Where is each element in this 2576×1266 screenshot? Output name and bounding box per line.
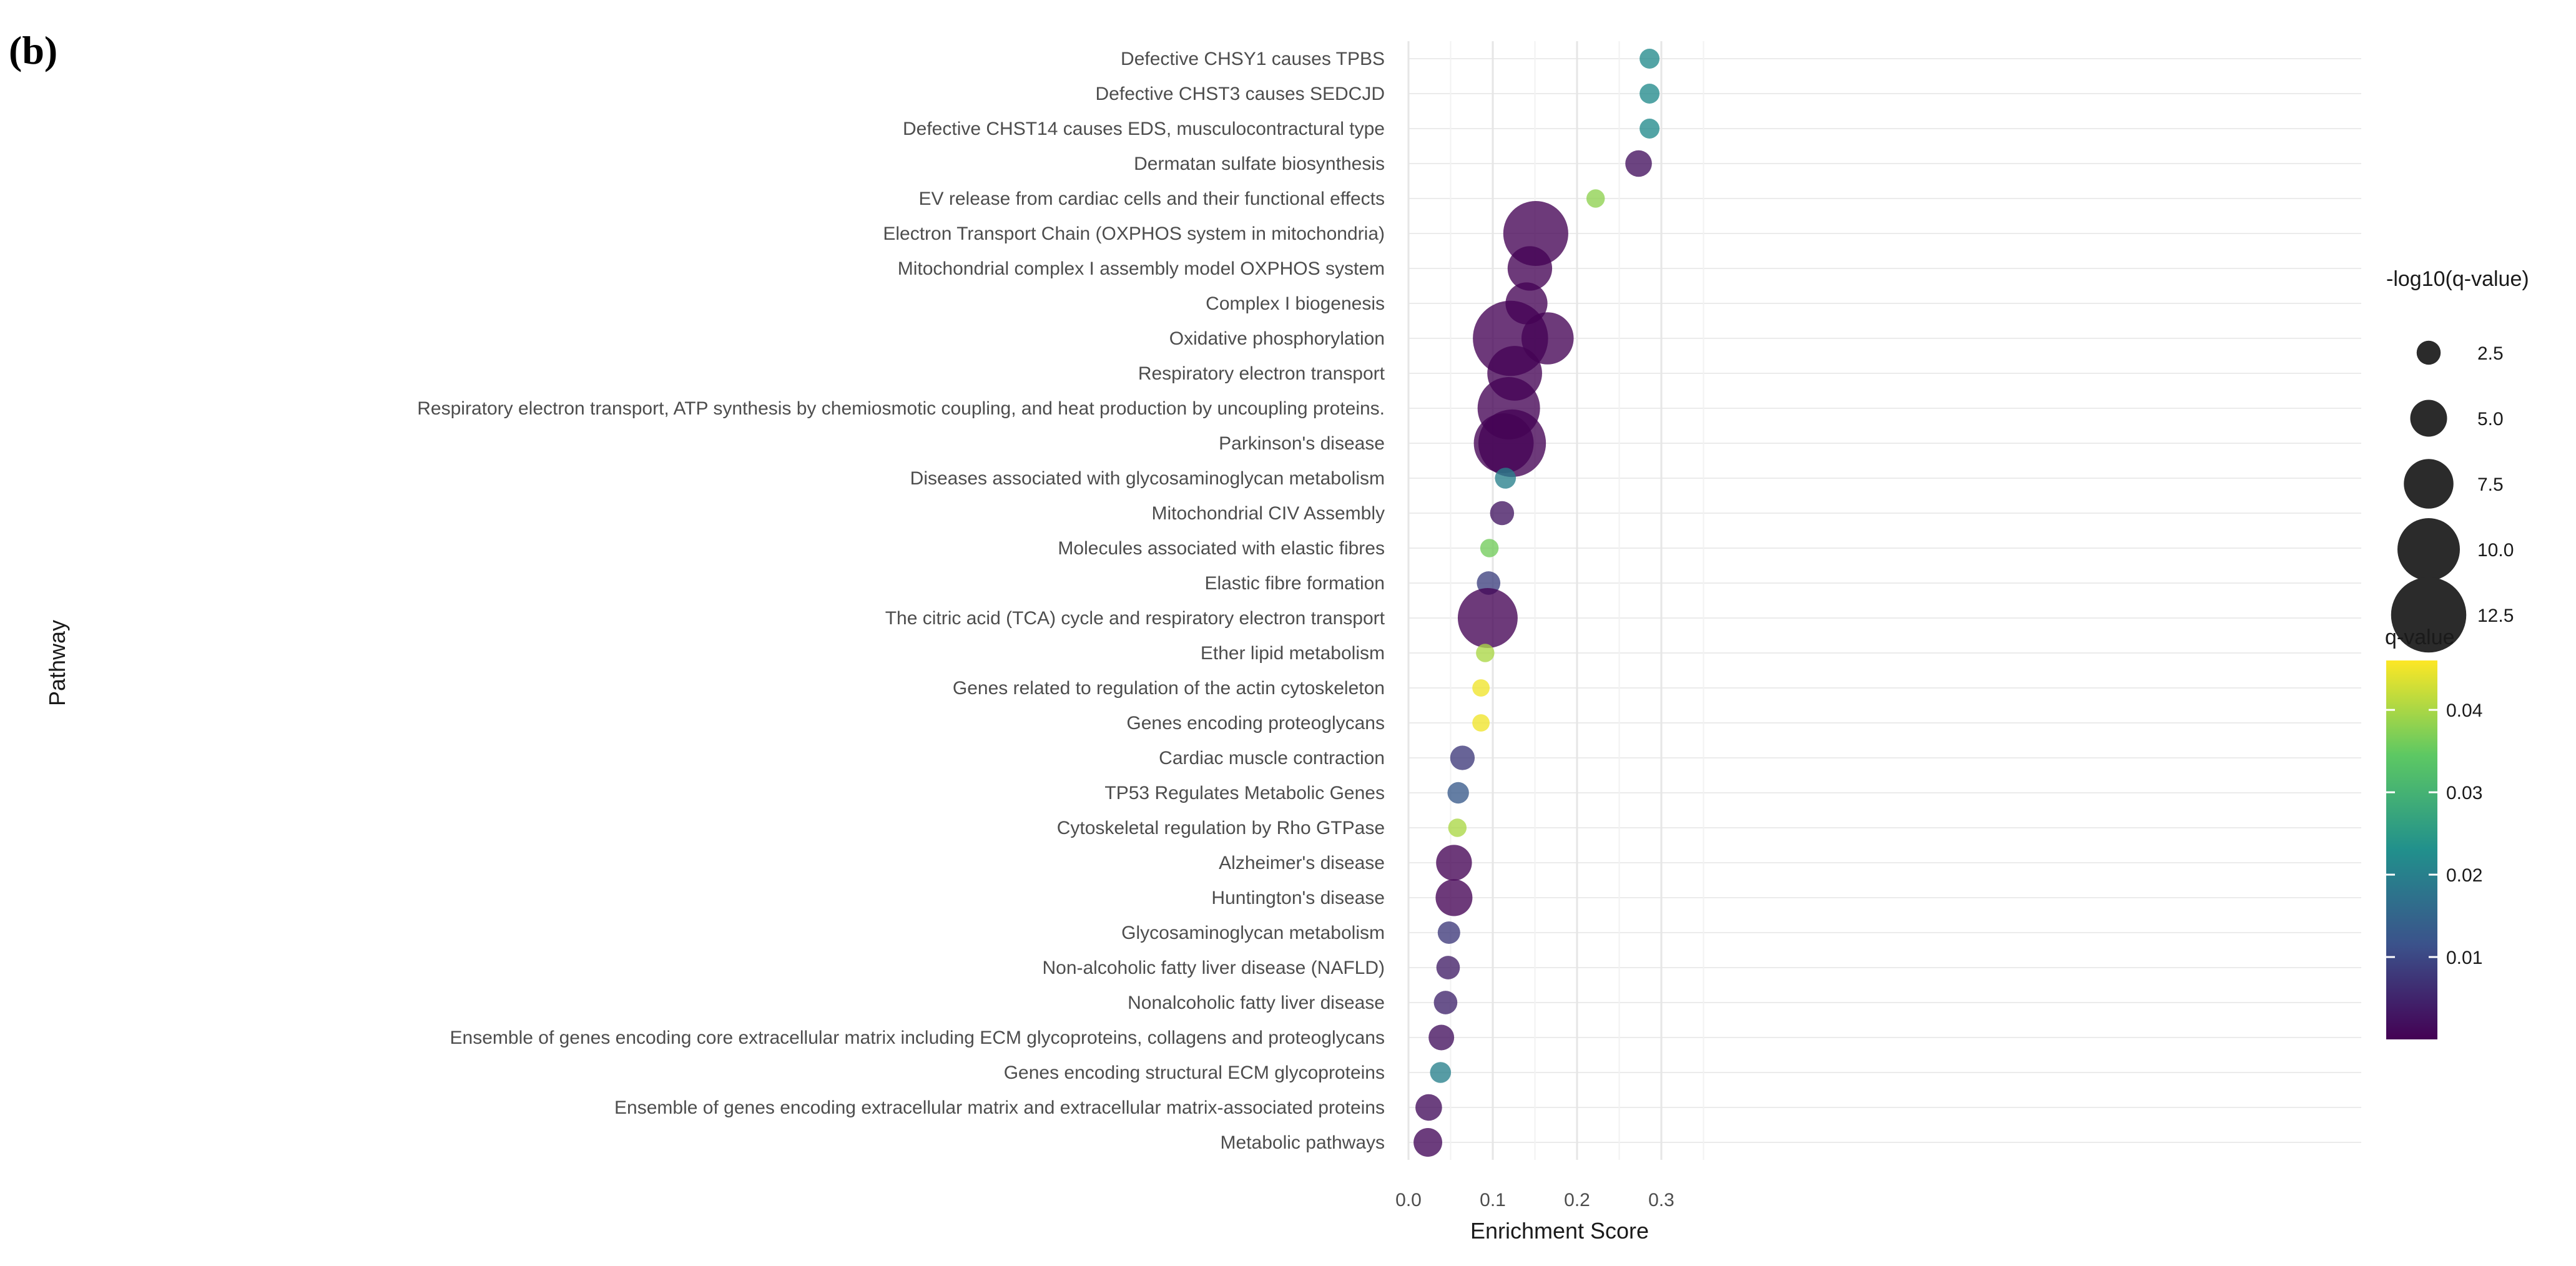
data-point xyxy=(1586,189,1605,208)
y-axis-tick-labels: Defective CHSY1 causes TPBS Defective CHS… xyxy=(417,49,1385,1153)
color-legend-label: 0.04 xyxy=(2446,700,2482,721)
data-point xyxy=(1507,246,1553,291)
data-point xyxy=(1457,588,1518,648)
y-tick-label: Cytoskeletal regulation by Rho GTPase xyxy=(1057,818,1385,838)
data-point xyxy=(1639,119,1660,139)
y-tick-label: Glycosaminoglycan metabolism xyxy=(1121,923,1385,943)
data-point xyxy=(1478,409,1546,478)
color-legend-title: q-value xyxy=(2385,626,2455,649)
data-point xyxy=(1435,879,1473,916)
data-point xyxy=(1625,150,1652,177)
panel-label: (b) xyxy=(9,28,58,72)
size-legend: -log10(q-value) 2.5 5.0 7.5 10.0 12.5 xyxy=(2386,267,2529,653)
data-point xyxy=(1472,679,1490,697)
data-point xyxy=(1413,1128,1442,1157)
y-tick-label: Molecules associated with elastic fibres xyxy=(1058,538,1385,559)
y-tick-label: Ether lipid metabolism xyxy=(1201,643,1385,664)
data-point xyxy=(1639,49,1660,69)
size-legend-label: 10.0 xyxy=(2477,540,2514,561)
y-tick-label: Ensemble of genes encoding extracellular… xyxy=(614,1097,1385,1118)
y-tick-label: Mitochondrial complex I assembly model O… xyxy=(898,258,1385,279)
y-tick-label: Metabolic pathways xyxy=(1221,1132,1385,1153)
y-tick-label: Oxidative phosphorylation xyxy=(1169,328,1385,349)
y-tick-label: TP53 Regulates Metabolic Genes xyxy=(1104,783,1385,803)
y-tick-label: Defective CHSY1 causes TPBS xyxy=(1121,49,1385,69)
y-tick-label: Cardiac muscle contraction xyxy=(1159,748,1385,768)
y-tick-label: Ensemble of genes encoding core extracel… xyxy=(450,1028,1385,1048)
y-tick-label: Alzheimer's disease xyxy=(1219,853,1385,873)
data-point xyxy=(1433,991,1458,1014)
x-tick-label: 0.0 xyxy=(1395,1190,1422,1210)
y-tick-label: Electron Transport Chain (OXPHOS system … xyxy=(883,223,1385,244)
y-tick-label: Complex I biogenesis xyxy=(1206,293,1385,314)
data-point xyxy=(1448,818,1467,837)
size-legend-label: 2.5 xyxy=(2477,343,2504,364)
y-tick-label: Respiratory electron transport xyxy=(1138,363,1385,384)
x-tick-label: 0.2 xyxy=(1564,1190,1590,1210)
data-point xyxy=(1447,782,1469,804)
data-point xyxy=(1480,539,1499,557)
size-legend-title: -log10(q-value) xyxy=(2386,267,2529,291)
y-tick-label: Defective CHST3 causes SEDCJD xyxy=(1096,84,1385,104)
size-legend-key xyxy=(2397,518,2460,581)
color-legend-bar xyxy=(2386,660,2437,1039)
data-point xyxy=(1415,1094,1442,1121)
data-point xyxy=(1521,312,1574,365)
data-point xyxy=(1472,714,1490,732)
size-legend-key xyxy=(2404,459,2454,509)
y-tick-label: The citric acid (TCA) cycle and respirat… xyxy=(885,608,1385,629)
color-legend-label: 0.01 xyxy=(2446,948,2482,968)
y-tick-label: Respiratory electron transport, ATP synt… xyxy=(417,398,1385,419)
y-tick-label: Parkinson's disease xyxy=(1219,433,1385,454)
data-point xyxy=(1639,84,1660,104)
x-axis-title: Enrichment Score xyxy=(1470,1218,1649,1244)
y-tick-label: Genes encoding proteoglycans xyxy=(1126,713,1385,734)
size-legend-label: 7.5 xyxy=(2477,474,2504,495)
x-tick-label: 0.1 xyxy=(1480,1190,1506,1210)
size-legend-label: 12.5 xyxy=(2477,606,2514,626)
size-legend-key xyxy=(2391,577,2467,653)
data-point xyxy=(1430,1062,1452,1083)
color-legend: q-value 0.01 0.02 0.03 0.04 xyxy=(2385,626,2482,1039)
data-point xyxy=(1437,921,1460,945)
y-tick-label: Elastic fibre formation xyxy=(1205,573,1385,594)
x-tick-label: 0.3 xyxy=(1648,1190,1674,1210)
data-point xyxy=(1428,1024,1455,1051)
y-tick-label: Huntington's disease xyxy=(1211,888,1385,908)
size-legend-label: 5.0 xyxy=(2477,409,2504,429)
x-axis-tick-labels: 0.0 0.1 0.2 0.3 xyxy=(1395,1190,1674,1210)
data-point xyxy=(1490,501,1515,526)
data-point xyxy=(1476,644,1495,662)
data-point xyxy=(1436,845,1472,881)
y-tick-label: Dermatan sulfate biosynthesis xyxy=(1134,154,1385,174)
data-point xyxy=(1495,468,1517,489)
data-point xyxy=(1436,956,1460,979)
data-point xyxy=(1450,745,1475,770)
y-tick-label: Defective CHST14 causes EDS, musculocont… xyxy=(903,119,1385,139)
color-legend-label: 0.03 xyxy=(2446,783,2482,803)
y-tick-label: Nonalcoholic fatty liver disease xyxy=(1128,993,1385,1013)
y-axis-title: Pathway xyxy=(44,620,70,706)
y-tick-label: Non-alcoholic fatty liver disease (NAFLD… xyxy=(1042,958,1385,978)
y-tick-label: Genes encoding structural ECM glycoprote… xyxy=(1004,1062,1385,1083)
data-points xyxy=(1413,49,1660,1157)
size-legend-key xyxy=(2410,400,2447,437)
y-tick-label: Mitochondrial CIV Assembly xyxy=(1152,503,1385,524)
y-tick-label: Genes related to regulation of the actin… xyxy=(953,678,1385,699)
color-legend-label: 0.02 xyxy=(2446,865,2482,886)
y-tick-label: EV release from cardiac cells and their … xyxy=(919,189,1385,209)
size-legend-key xyxy=(2416,340,2441,365)
y-tick-label: Diseases associated with glycosaminoglyc… xyxy=(910,468,1385,489)
